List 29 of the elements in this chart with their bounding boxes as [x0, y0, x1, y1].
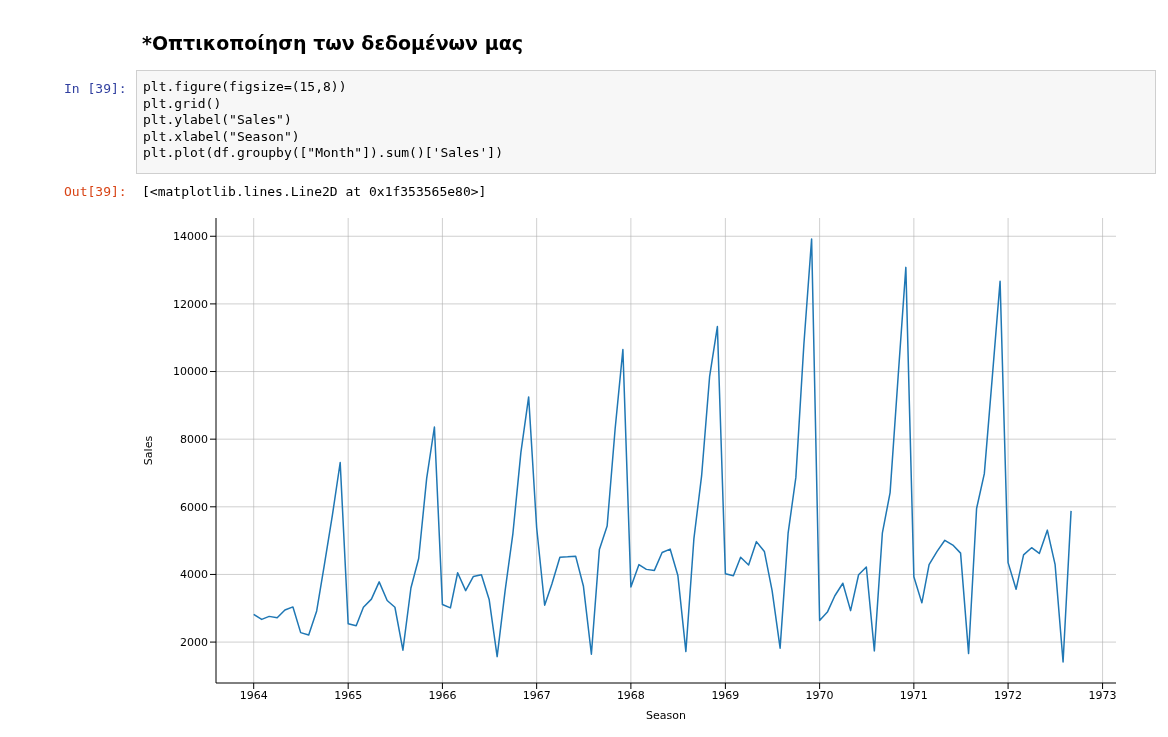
chart-title: *Οπτικοποίηση των δεδομένων μας [142, 32, 523, 54]
x-tick-label: 1964 [239, 688, 268, 702]
x-tick-label: 1970 [805, 688, 834, 702]
text: [<matplotlib.lines.Line2D at 0x1f353565e80>] [142, 184, 487, 199]
y-tick-label: 6000 [180, 500, 208, 514]
text: plt.grid() [143, 95, 223, 112]
y-tick-label: 4000 [180, 568, 208, 582]
text: plt.ylabel("Sales") [143, 112, 293, 129]
text: Out[39]: [64, 184, 127, 199]
y-tick-label: 14000 [173, 230, 208, 244]
x-axis-title: Season [646, 709, 686, 722]
x-tick-label: 1972 [994, 688, 1023, 702]
x-tick-label: 1969 [711, 688, 740, 702]
x-tick-label: 1971 [899, 688, 928, 702]
x-tick-label: 1973 [1088, 688, 1117, 702]
text: plt.figure(figsize=(15,8)) [143, 79, 348, 96]
y-tick-label: 12000 [173, 297, 208, 311]
line-series [252, 238, 1072, 663]
x-tick-label: 1967 [522, 688, 551, 702]
x-tick-label: 1968 [616, 688, 645, 702]
y-tick-label: 10000 [173, 365, 208, 379]
text: In [39]: [64, 81, 127, 96]
text: plt.plot(df.groupby(["Month"]).sum()['Sales']) [143, 145, 505, 162]
y-axis-title: Sales [141, 435, 155, 466]
x-tick-label: 1965 [334, 688, 363, 702]
y-tick-label: 2000 [180, 635, 208, 649]
text: plt.xlabel("Season") [143, 128, 301, 145]
x-tick-label: 1966 [428, 688, 457, 702]
y-tick-label: 8000 [180, 433, 208, 447]
